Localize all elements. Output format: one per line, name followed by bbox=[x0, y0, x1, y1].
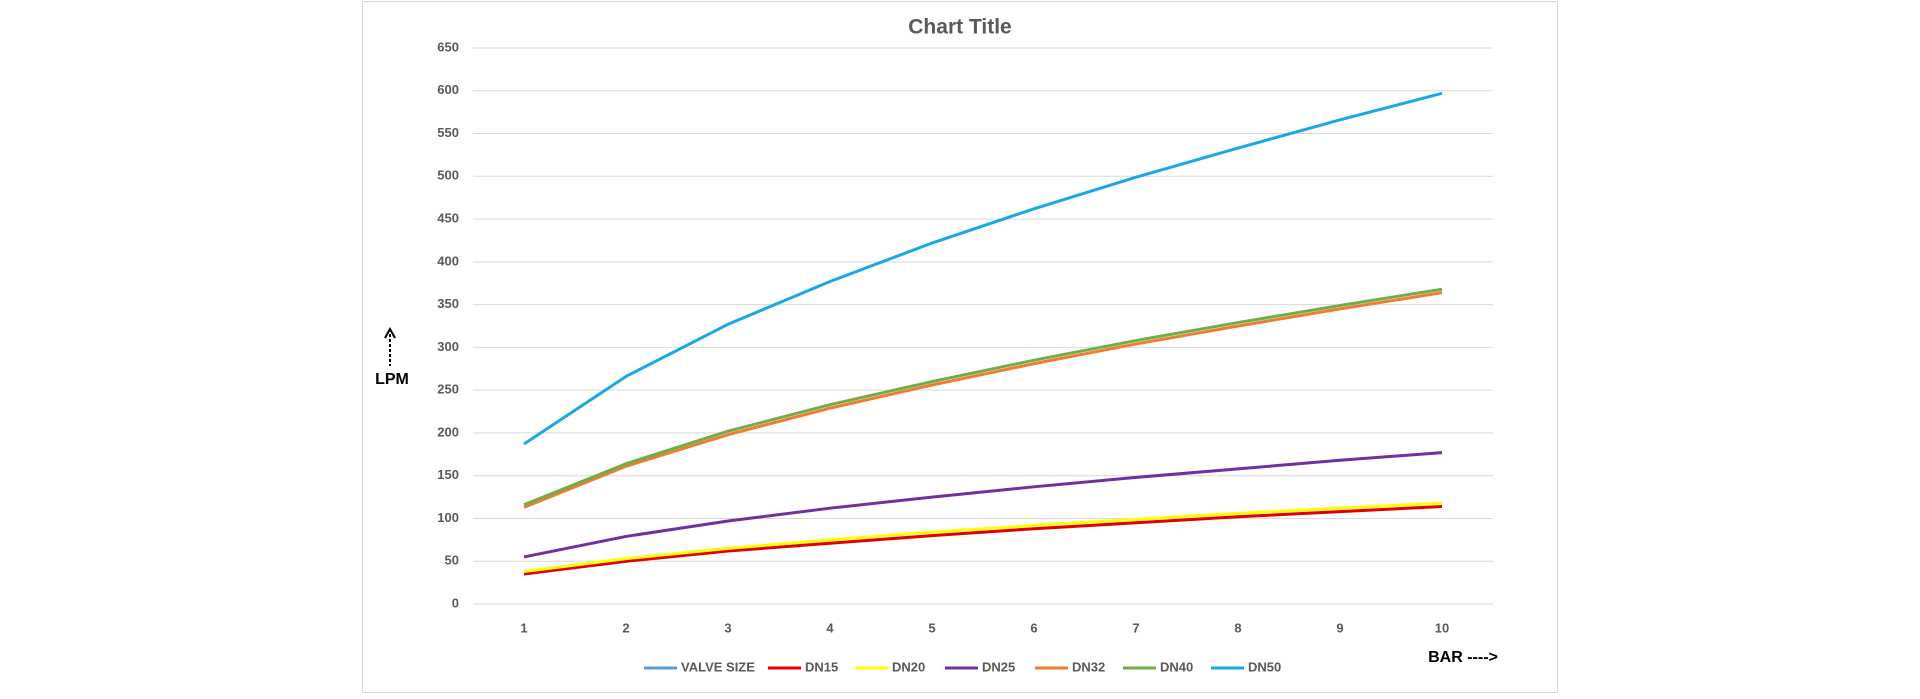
series-line bbox=[523, 504, 1443, 576]
x-tick-label: 9 bbox=[1336, 620, 1343, 635]
y-tick-label: 500 bbox=[437, 168, 459, 183]
series-line bbox=[523, 287, 1443, 507]
y-tick-label: 300 bbox=[437, 339, 459, 354]
x-tick-label: 5 bbox=[928, 620, 935, 635]
x-tick-label: 10 bbox=[1435, 620, 1449, 635]
legend-label: VALVE SIZE bbox=[681, 659, 755, 674]
series-line bbox=[523, 451, 1443, 559]
y-tick-label: 100 bbox=[437, 510, 459, 525]
legend-label: DN25 bbox=[982, 659, 1015, 674]
x-tick-label: 2 bbox=[622, 620, 629, 635]
legend-label: DN50 bbox=[1248, 659, 1281, 674]
y-tick-label: 400 bbox=[437, 253, 459, 268]
chart-title: Chart Title bbox=[908, 16, 1011, 39]
y-tick-label: 150 bbox=[437, 467, 459, 482]
x-axis-label: BAR ----> bbox=[1428, 649, 1498, 666]
series-line bbox=[523, 291, 1443, 509]
x-tick-label: 1 bbox=[520, 620, 527, 635]
legend-label: DN32 bbox=[1072, 659, 1105, 674]
x-tick-label: 4 bbox=[826, 620, 834, 635]
y-tick-label: 550 bbox=[437, 125, 459, 140]
y-tick-label: 350 bbox=[437, 296, 459, 311]
y-tick-label: 250 bbox=[437, 382, 459, 397]
y-tick-label: 600 bbox=[437, 82, 459, 97]
x-tick-label: 7 bbox=[1132, 620, 1139, 635]
y-tick-label: 0 bbox=[452, 595, 459, 610]
legend-label: DN40 bbox=[1160, 659, 1193, 674]
y-arrow-head bbox=[384, 326, 396, 339]
legend-label: DN15 bbox=[805, 659, 838, 674]
legend-label: DN20 bbox=[892, 659, 925, 674]
series-line bbox=[523, 91, 1443, 446]
x-tick-label: 3 bbox=[724, 620, 731, 635]
y-tick-label: 50 bbox=[445, 553, 459, 568]
y-axis-label: LPM bbox=[375, 371, 409, 388]
series-line bbox=[523, 501, 1443, 573]
y-tick-label: 650 bbox=[437, 39, 459, 54]
x-tick-label: 8 bbox=[1234, 620, 1241, 635]
y-tick-label: 450 bbox=[437, 211, 459, 226]
x-tick-label: 6 bbox=[1030, 620, 1037, 635]
y-tick-label: 200 bbox=[437, 424, 459, 439]
